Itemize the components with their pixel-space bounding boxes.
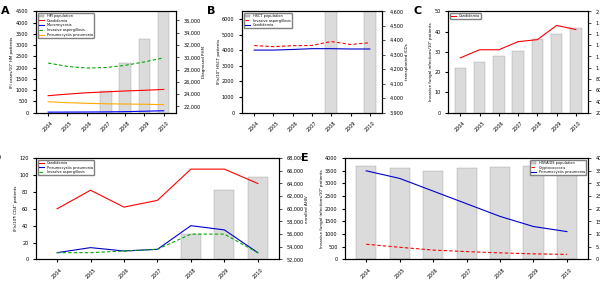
Bar [389, 168, 410, 259]
Legend: Candidemia: Candidemia [450, 13, 481, 19]
Text: A: A [1, 6, 10, 16]
Y-axis label: IFIs/10¶ CD4ⁿ patients: IFIs/10¶ CD4ⁿ patients [14, 186, 17, 232]
Bar [364, 0, 376, 282]
Bar [139, 39, 150, 241]
Bar [62, 143, 73, 241]
Bar [493, 56, 505, 124]
Legend: HSCT population, Invasive aspergillosis, Candidemia: HSCT population, Invasive aspergillosis,… [244, 13, 292, 28]
Bar [455, 68, 466, 124]
Bar [551, 34, 562, 124]
Bar [512, 51, 524, 124]
Y-axis label: Diagnosed PHM: Diagnosed PHM [202, 46, 206, 78]
Text: C: C [413, 6, 421, 16]
Bar [490, 167, 510, 259]
Text: B: B [207, 6, 215, 16]
Bar [181, 234, 201, 282]
Bar [100, 91, 112, 241]
Y-axis label: Invasive fungal infections/10² patients: Invasive fungal infections/10² patients [320, 169, 323, 248]
Bar [119, 63, 131, 241]
Y-axis label: transplanted ICDs: transplanted ICDs [405, 43, 409, 80]
Bar [43, 156, 54, 241]
Bar [214, 190, 235, 282]
Bar [523, 166, 544, 259]
Bar [158, 11, 169, 241]
Bar [81, 122, 92, 241]
Y-axis label: enrolled AHIV: enrolled AHIV [305, 195, 309, 223]
Bar [148, 272, 167, 282]
Text: D: D [0, 153, 2, 163]
Bar [557, 166, 577, 259]
Bar [248, 177, 268, 282]
Legend: HIV/AIDS population, Cryptococcosis, Pneumocystis pneumonia: HIV/AIDS population, Cryptococcosis, Pne… [530, 160, 586, 175]
Bar [532, 39, 543, 124]
Y-axis label: IFI cases/10² HM patients: IFI cases/10² HM patients [10, 36, 14, 87]
Bar [474, 62, 485, 124]
Legend: Candidemia, Pneumocystis pneumonia, Invasive aspergillosis: Candidemia, Pneumocystis pneumonia, Inva… [38, 160, 94, 175]
Legend: HM population, Candidemia, Mucormycosis, Invasive aspergillosis, Pneumocystis pn: HM population, Candidemia, Mucormycosis,… [38, 13, 94, 38]
Bar [457, 168, 476, 259]
Bar [570, 28, 581, 124]
Bar [356, 166, 376, 259]
Y-axis label: IFIs/10² HSCT patients: IFIs/10² HSCT patients [217, 39, 221, 85]
Bar [325, 0, 337, 282]
Y-axis label: Invasive fungal infections/10² patients: Invasive fungal infections/10² patients [429, 23, 433, 101]
Bar [423, 171, 443, 259]
Text: E: E [301, 153, 309, 163]
